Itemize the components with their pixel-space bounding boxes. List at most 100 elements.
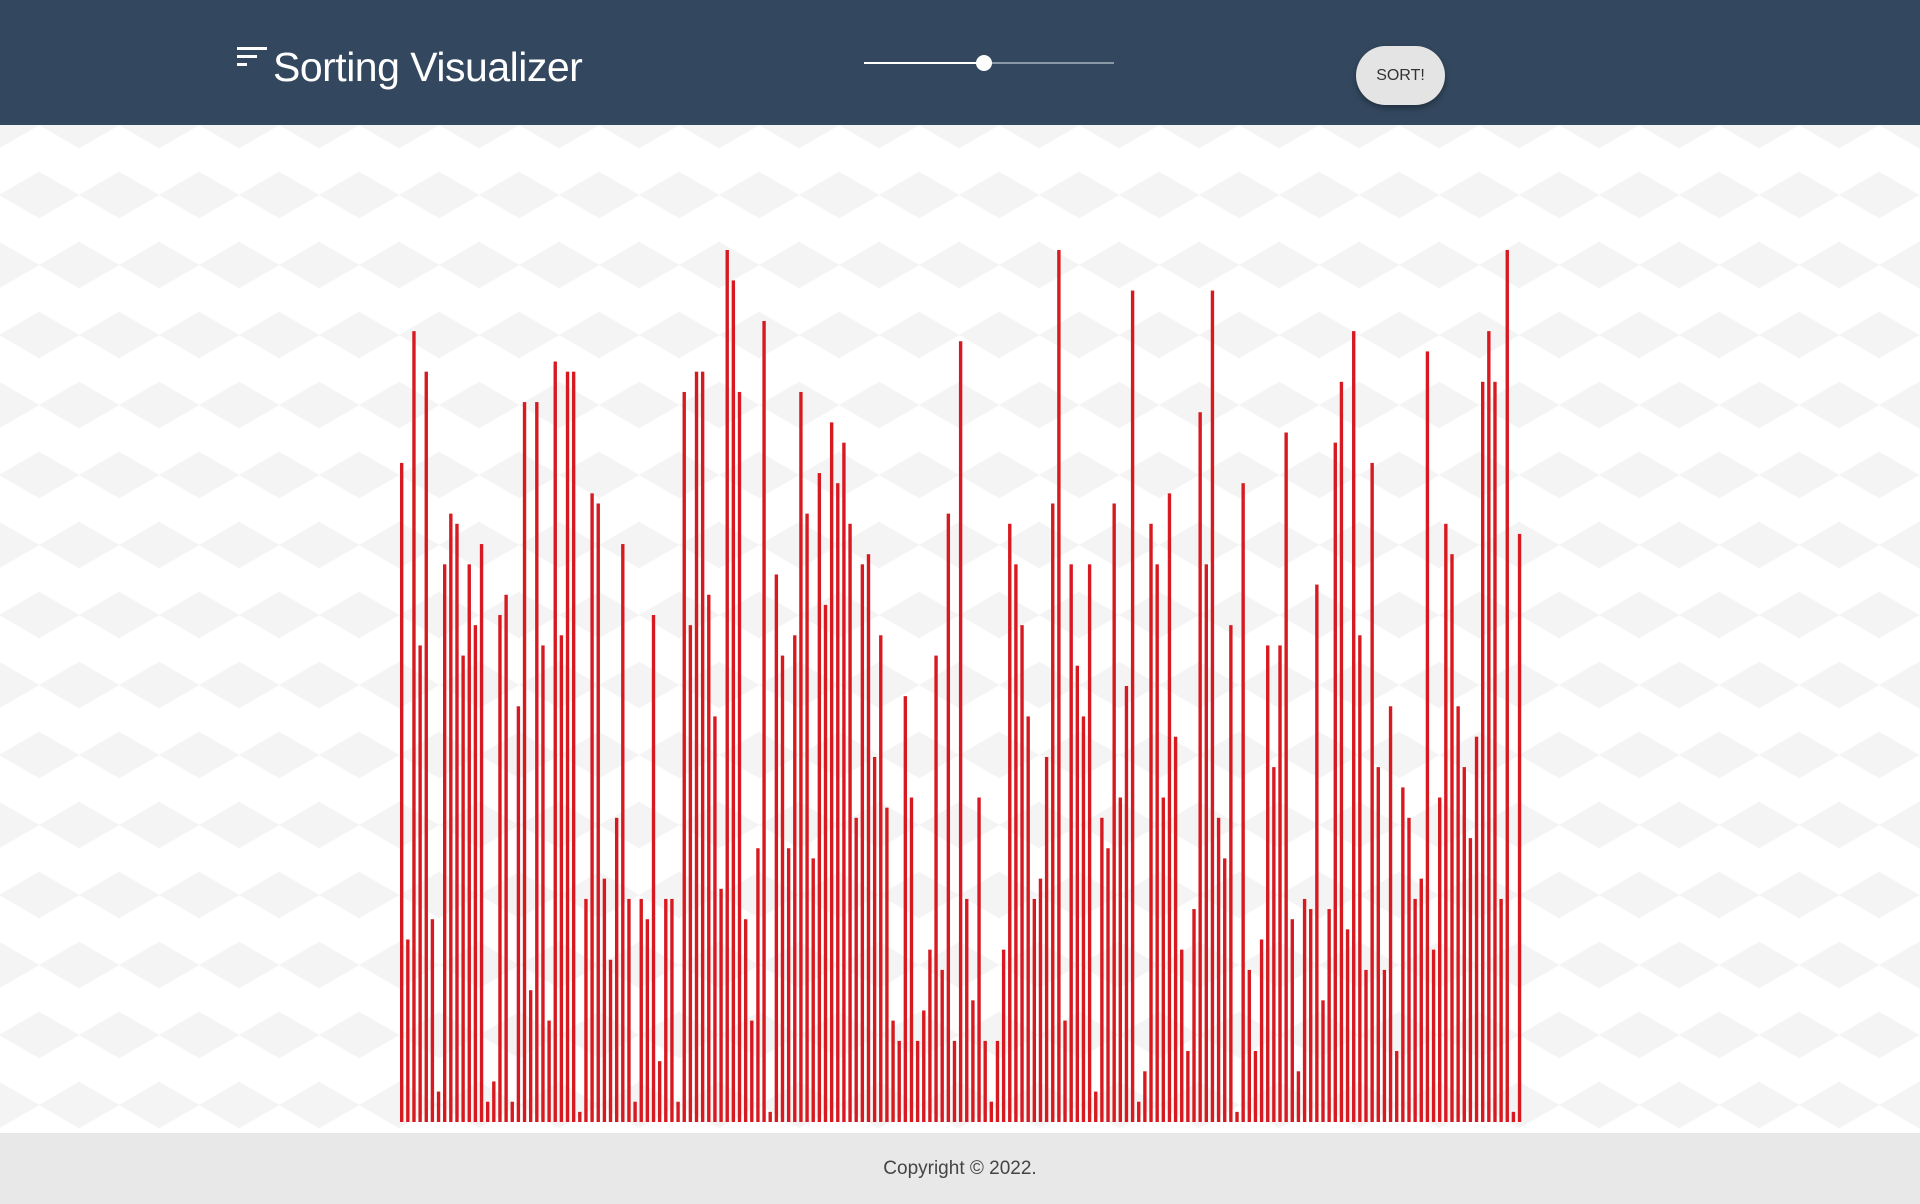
array-bar [700,371,705,1122]
array-bar [793,635,797,1122]
array-bar [498,615,502,1122]
array-bar [1143,1071,1147,1122]
array-bar [811,858,815,1122]
brand-link[interactable]: Sorting Visualizer [233,42,583,92]
array-bar [1026,716,1030,1122]
array-bar [854,817,858,1122]
footer: Copyright © 2022. [0,1133,1920,1204]
array-bar [1339,381,1344,1122]
array-bar [608,959,613,1122]
array-bar [1499,898,1503,1122]
array-bar [424,371,428,1122]
array-bar [786,848,791,1122]
array-bar [670,898,674,1122]
array-size-slider[interactable] [864,52,1114,74]
array-bar [940,969,944,1122]
array-bar [799,391,803,1122]
array-bar [897,1040,901,1122]
array-bar [1198,412,1202,1123]
array-bar [1413,898,1417,1122]
array-bar [1364,969,1368,1122]
array-bar [1038,878,1043,1122]
array-bar [1487,331,1491,1122]
array-bar [645,919,650,1122]
array-bar [455,523,459,1122]
array-bar [1204,564,1208,1122]
array-bar [1505,250,1509,1122]
array-bar [774,574,779,1122]
array-bars [400,250,1522,1123]
array-bar [578,1111,582,1122]
array-bar [522,402,527,1123]
array-bar [965,898,969,1122]
array-bar [1327,909,1331,1122]
array-bar [1431,949,1436,1122]
array-bar [737,391,742,1122]
array-bar [1235,1111,1239,1122]
array-bar [977,797,981,1122]
array-bar [430,919,435,1122]
array-bar [1192,909,1196,1122]
array-bar [719,888,723,1122]
array-bar [436,1091,441,1122]
array-bar [909,797,914,1122]
array-bar [903,696,908,1122]
array-bar [571,371,576,1122]
array-bar [473,625,478,1122]
array-bar [750,1020,754,1122]
array-bar [1081,716,1086,1122]
array-bar [1032,898,1037,1122]
array-bar [1253,1051,1258,1122]
array-bar [1333,442,1337,1122]
array-bar [1278,645,1282,1122]
array-bar [823,604,828,1122]
array-bar [1057,250,1061,1122]
array-bar [467,564,471,1122]
array-bar [1438,797,1442,1122]
array-bar [1167,493,1172,1123]
array-bar [614,817,619,1122]
array-bar [602,878,607,1122]
array-bar [1044,756,1049,1122]
array-bar [1315,584,1319,1122]
array-bar [418,645,422,1122]
array-bar [879,635,883,1122]
array-bar [657,1061,662,1122]
slider-thumb[interactable] [976,55,992,71]
app-title: Sorting Visualizer [273,44,583,90]
sort-button[interactable]: SORT! [1356,46,1445,105]
array-bar [510,1101,514,1122]
array-bar [1444,523,1448,1122]
array-bar [406,939,410,1122]
array-bar [1468,838,1473,1122]
array-bar [872,756,877,1122]
array-bar [633,1101,637,1122]
array-bar [559,635,564,1122]
array-bar [731,280,736,1122]
array-bar [1395,1051,1399,1122]
array-bar [1266,645,1270,1122]
array-bar [836,483,840,1123]
array-bar [1241,483,1245,1123]
array-bar [461,655,465,1122]
array-bar [1382,969,1387,1122]
array-bar [1247,969,1251,1122]
array-bar [1137,1101,1141,1122]
array-bar [485,1101,490,1122]
array-bar [885,807,889,1122]
array-bar [743,919,748,1122]
array-bar [780,655,785,1122]
copyright-text: Copyright © 2022. [883,1158,1037,1179]
array-bar [1462,767,1466,1122]
array-bar [934,655,938,1122]
array-bar [1481,381,1485,1122]
array-bar [1345,929,1350,1122]
array-bar [1020,625,1024,1122]
array-bar [1008,523,1012,1122]
array-bar [866,554,871,1122]
visualizer-area [0,125,1920,1133]
array-bar [1075,665,1080,1122]
array-bar [1376,767,1380,1122]
array-bar [1259,939,1264,1122]
array-bar [983,1040,987,1122]
